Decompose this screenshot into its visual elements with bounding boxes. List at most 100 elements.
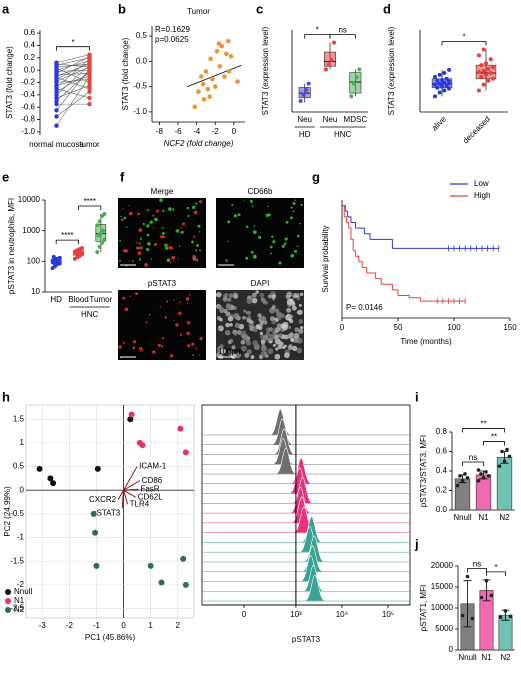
panel-label: f <box>120 169 125 184</box>
nucleus <box>274 353 281 360</box>
stain-spot <box>197 224 201 228</box>
stain-spot <box>269 252 272 255</box>
point <box>476 53 481 58</box>
point <box>87 101 92 107</box>
point <box>444 83 449 88</box>
point <box>470 616 475 621</box>
stain-spot <box>128 259 131 262</box>
y-tick-label: 0.5 <box>136 31 148 40</box>
y-tick-label: 0.0 <box>136 56 148 65</box>
y-tick-label: 0.8 <box>436 427 448 436</box>
stain-spot <box>138 228 143 233</box>
stain-spot <box>165 246 169 250</box>
nucleus <box>231 345 236 350</box>
image-title: CD66b <box>248 187 273 196</box>
stain-spot <box>278 261 282 265</box>
fit-line <box>187 65 242 88</box>
survival-step <box>362 266 368 274</box>
point <box>304 87 309 92</box>
error-bar <box>463 580 472 628</box>
nucleus <box>242 315 246 320</box>
x-axis-label: Time (months) <box>400 337 452 346</box>
point <box>442 70 447 75</box>
stain-spot <box>185 297 190 301</box>
stain-spot <box>192 205 196 209</box>
nucleus <box>233 332 237 336</box>
significance-bracket <box>56 46 90 51</box>
survival-step <box>381 283 393 290</box>
y-tick-label: -1.0 <box>133 107 147 116</box>
stain-spot <box>173 299 175 301</box>
point <box>54 123 59 128</box>
stain-spot <box>152 214 155 217</box>
stain-spot <box>192 254 197 259</box>
ridge <box>203 437 409 465</box>
survival-step <box>342 205 345 217</box>
nucleus <box>233 293 238 298</box>
stain-spot <box>186 321 191 325</box>
stain-spot <box>173 319 175 321</box>
point <box>447 86 452 91</box>
stain-spot <box>175 229 180 233</box>
stain-spot <box>227 240 229 242</box>
stain-spot <box>153 242 158 247</box>
stain-spot <box>135 292 138 295</box>
significance-bracket <box>329 34 356 39</box>
y-axis-label: pSTAT3 in neutrophils, MFI <box>7 198 16 294</box>
pair-line <box>56 58 90 88</box>
nucleus <box>268 307 275 314</box>
stain-spot <box>146 209 149 212</box>
point <box>87 77 92 82</box>
stain-spot <box>267 205 269 208</box>
y-tick-label: 0.2 <box>24 53 36 62</box>
point <box>182 449 189 456</box>
y-tick-label: -2 <box>17 580 25 589</box>
stain-spot <box>237 213 241 217</box>
point <box>95 223 100 228</box>
nucleus <box>251 323 255 327</box>
point <box>481 47 486 52</box>
stain-spot <box>171 255 175 260</box>
annotation: p=0.0625 <box>155 35 189 44</box>
x-tick-label: Blood <box>68 295 88 304</box>
point <box>301 92 306 97</box>
y-tick-label: 1000 <box>22 226 40 235</box>
point <box>486 78 491 83</box>
significance-label: * <box>462 33 465 42</box>
stain-spot <box>122 208 124 210</box>
stain-spot <box>271 235 274 238</box>
survival-step <box>347 216 352 223</box>
image-title: Merge <box>151 187 174 196</box>
nucleus <box>293 332 300 339</box>
significance-bracket <box>304 34 331 39</box>
legend-swatch <box>5 607 11 613</box>
legend-label: N1 <box>14 596 25 605</box>
nucleus <box>265 332 271 337</box>
x-tick-label: -2 <box>212 127 220 136</box>
x-tick-label: Tumor <box>89 295 112 304</box>
point <box>102 237 107 242</box>
stain-spot <box>179 333 183 336</box>
point <box>57 255 62 260</box>
nucleus <box>276 323 282 329</box>
nucleus <box>259 331 264 336</box>
nucleus <box>261 345 267 352</box>
nucleus <box>299 292 304 297</box>
point <box>93 562 100 569</box>
survival-step <box>364 233 371 240</box>
y-axis-label: STAT3 (expression level) <box>261 26 270 115</box>
stain-spot <box>172 260 175 262</box>
x-tick-label: 1 <box>148 621 153 630</box>
significance-label: **** <box>83 197 95 206</box>
nucleus <box>240 345 247 352</box>
stain-spot <box>283 242 287 246</box>
point <box>203 69 209 74</box>
x-tick-label: deceased <box>461 115 492 146</box>
point <box>90 510 97 517</box>
point <box>208 56 213 62</box>
stain-spot <box>129 295 131 298</box>
stain-spot <box>294 249 298 253</box>
nucleus <box>225 304 232 311</box>
stain-spot <box>123 216 127 220</box>
panel-label: g <box>312 169 320 184</box>
